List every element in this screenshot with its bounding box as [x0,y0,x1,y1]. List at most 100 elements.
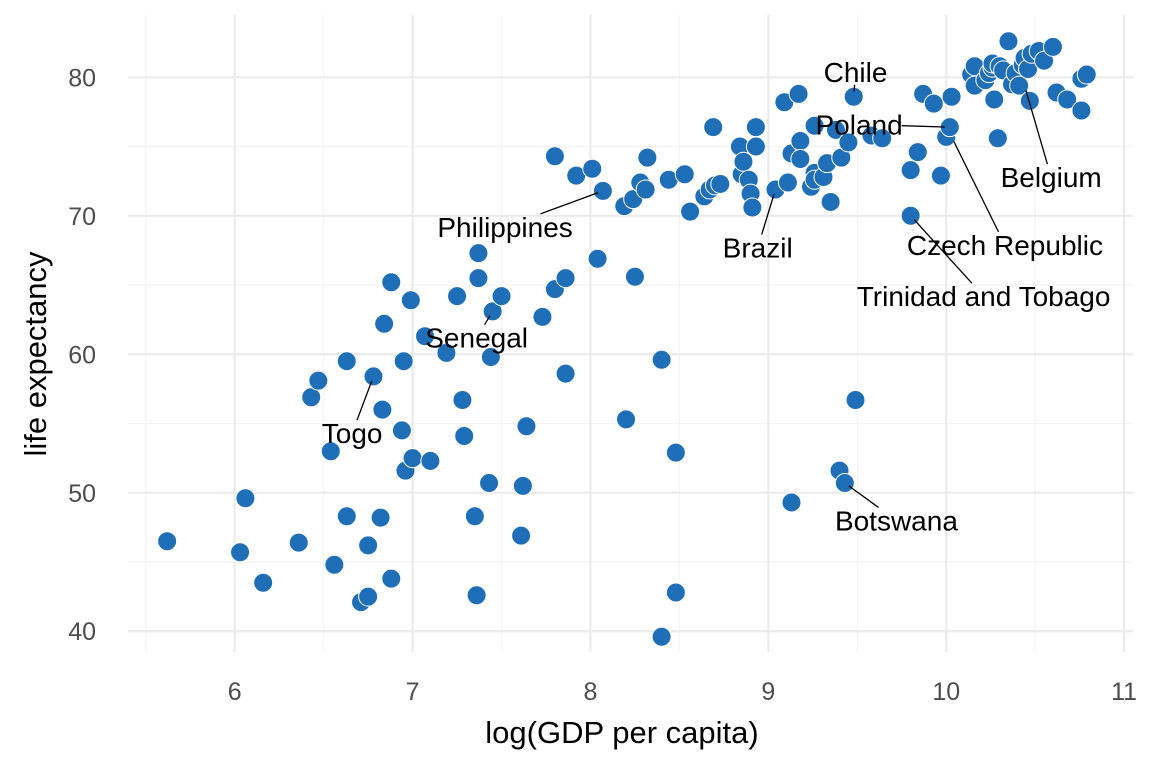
data-point [838,132,859,153]
data-point [998,31,1019,52]
data-point [1057,89,1078,110]
data-point [674,164,695,185]
data-point [1009,75,1030,96]
data-point [555,363,576,384]
data-point [374,313,395,334]
data-point [587,248,608,269]
x-tick-label: 11 [1111,678,1137,706]
data-point [804,115,825,136]
annotation-leader-line [953,141,1000,233]
annotation-label: Botswana [835,505,958,536]
data-point [941,86,962,107]
data-point [703,117,724,138]
data-point [651,349,672,370]
data-point [843,86,864,107]
data-point [790,131,811,152]
y-tick-label: 50 [68,480,96,508]
data-point [680,201,701,222]
data-point [363,366,384,387]
y-tick-label: 80 [68,64,96,92]
data-point [288,532,309,553]
data-point [393,351,414,372]
annotation-leader-line [540,191,599,215]
annotation-leader-line [483,315,491,325]
data-point [1019,90,1040,111]
data-point [402,448,423,469]
data-point [301,387,322,408]
annotation-label: Brazil [723,233,793,264]
y-tick-label: 40 [68,618,96,646]
data-point [482,301,503,322]
annotation-label: Poland [815,109,902,140]
data-point [452,389,473,410]
data-point [468,243,489,264]
data-point [320,441,341,462]
data-point [637,147,658,168]
data-point [788,83,809,104]
data-point [544,146,565,167]
data-point [235,488,256,509]
annotation-leader-line [913,219,973,284]
data-point [1076,64,1097,85]
annotation-leader-line [848,485,879,508]
data-point [930,165,951,186]
data-point [358,535,379,556]
data-point [733,151,754,172]
data-point [745,117,766,138]
data-point [336,506,357,527]
annotation-leader-line [761,194,775,235]
data-point [984,89,1005,110]
y-axis-title: life expectancy [18,251,53,457]
tick-labels: 6 7 8 9 10 11 40 50 60 70 80 [68,64,1137,706]
annotations: Chile Poland Belgium Czech Republic Trinidad… [322,57,1111,537]
data-point [230,542,251,563]
data-point [710,173,731,194]
data-point [665,442,686,463]
data-point [436,342,457,363]
data-point [253,572,274,593]
data-point [157,531,178,552]
x-tick-label: 9 [761,678,775,706]
data-point [420,450,441,471]
data-point [592,180,613,201]
data-point [1042,36,1063,57]
data-point [532,306,553,327]
data-point [381,272,402,293]
data-point [987,128,1008,149]
data-point [491,286,512,307]
data-point [464,506,485,527]
data-point [923,93,944,114]
grid [128,15,1133,652]
data-point [745,136,766,157]
data-point [781,492,802,513]
annotation-label: Chile [824,57,888,88]
data-point [790,149,811,170]
x-tick-label: 6 [228,678,242,706]
data-point [324,554,345,575]
data-point [845,389,866,410]
annotation-leader-line [901,125,945,128]
annotation-label: Czech Republic [907,230,1103,261]
annotation-leader-line [356,380,373,421]
y-tick-label: 60 [68,341,96,369]
data-point [336,351,357,372]
data-point [370,507,391,528]
data-point [635,179,656,200]
data-point [511,525,532,546]
annotation-label: Philippines [437,212,572,243]
x-axis-title: log(GDP per capita) [485,715,758,750]
data-point [651,626,672,647]
data-point [1071,100,1092,121]
data-point [512,475,533,496]
y-tick-label: 70 [68,203,96,231]
data-point [454,425,475,446]
data-point [415,326,436,347]
data-point [479,473,500,494]
data-point [372,399,393,420]
data-point [391,420,412,441]
data-point [872,128,893,149]
data-point [308,370,329,391]
data-point [447,286,468,307]
data-point [907,142,928,163]
